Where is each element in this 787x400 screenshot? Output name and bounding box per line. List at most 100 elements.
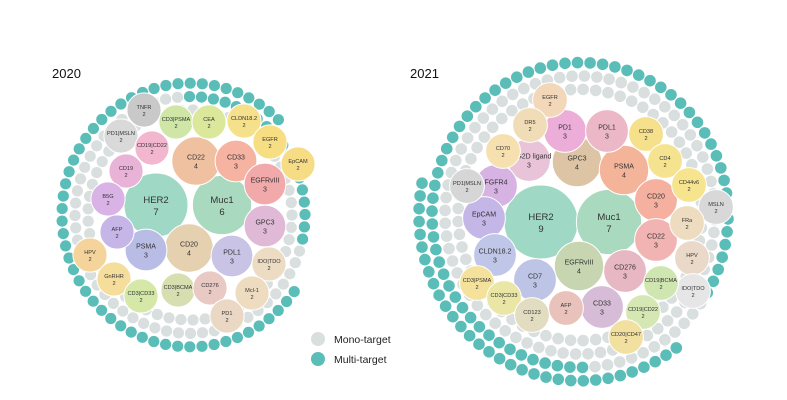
mono-target-dot: [96, 156, 108, 168]
multi-target-dot: [632, 69, 645, 81]
bubble-count: 4: [194, 163, 198, 170]
multi-target-dot: [56, 203, 68, 215]
bubble-circle: [123, 278, 159, 314]
bubble-label: EGFR: [262, 137, 278, 143]
mono-target-dot: [450, 154, 462, 167]
multi-target-dot: [437, 268, 450, 281]
bubble-label: PSMA: [614, 164, 634, 171]
bubble-label: EpCAM: [472, 212, 496, 219]
multi-target-dot: [433, 256, 446, 268]
mono-target-dot: [668, 109, 680, 122]
mono-target-dot: [79, 161, 91, 173]
multi-target-dot: [413, 202, 425, 215]
multi-target-dot: [196, 340, 208, 352]
multi-target-dot: [644, 74, 656, 87]
multi-target-dot: [504, 358, 517, 371]
bubble-circle: [126, 92, 162, 128]
multi-target-dot: [57, 228, 69, 240]
multi-target-dot: [456, 301, 469, 314]
bubble-circle: [628, 116, 664, 152]
bubble-count: 7: [606, 224, 611, 235]
mono-target-dot: [117, 305, 129, 317]
mono-target-dot: [545, 345, 557, 357]
bubble-circle: [512, 107, 548, 143]
panel-title-2020: 2020: [52, 66, 81, 81]
multi-target-dot: [483, 346, 495, 358]
multi-target-dot: [195, 91, 208, 103]
multi-target-dot: [493, 336, 506, 349]
panel-2021: HER29Muc17GPC34EGFRvIII4PSMA4PD13PDL13NK…: [410, 56, 734, 387]
mono-target-dot: [451, 267, 464, 279]
mono-target-dot: [71, 185, 83, 197]
mono-target-dot: [676, 118, 689, 131]
bubble-count: 3: [234, 163, 238, 170]
bubble-count: 3: [563, 133, 567, 140]
bubble-count: 2: [88, 257, 91, 263]
bubble-label: PSMA: [136, 244, 156, 251]
bubble-count: 6: [219, 207, 224, 218]
multi-target-dot: [463, 329, 476, 342]
bubble-label: FGFR4: [485, 180, 508, 187]
mono-target-dot: [486, 121, 499, 134]
multi-target-dot: [68, 154, 80, 166]
bubble-count: 3: [482, 220, 486, 227]
bubble-count: 2: [139, 298, 142, 304]
bubble-circle: [548, 290, 584, 326]
mono-target-dot: [456, 241, 468, 253]
mono-target-dot: [149, 322, 161, 334]
mono-target-dot: [289, 257, 301, 269]
multi-target-dot: [148, 335, 160, 348]
bubble-circle: [134, 130, 170, 166]
multi-target-dot: [80, 132, 92, 144]
multi-target-dot: [565, 374, 577, 387]
mono-target-dot: [510, 331, 522, 344]
multi-target-dot: [160, 338, 172, 350]
multi-target-dot: [243, 92, 255, 104]
bubble-count: 2: [644, 136, 647, 142]
mono-target-dot: [446, 255, 459, 267]
bubble-label: IDO|TDO: [681, 286, 705, 292]
multi-target-dot: [196, 78, 208, 90]
multi-target-dot: [263, 105, 275, 118]
bubble-label: DR5: [524, 120, 535, 126]
multi-target-dot: [413, 215, 425, 228]
multi-target-dot: [253, 98, 265, 110]
bubble-count: 2: [659, 285, 662, 291]
multi-target-dot: [207, 93, 219, 105]
mono-target-dot: [151, 308, 163, 321]
bubble-label: CD7: [528, 274, 542, 281]
multi-target-dot: [564, 361, 576, 373]
mono-target-dot: [659, 334, 671, 346]
bubble-circle: [486, 280, 522, 316]
multi-target-dot: [638, 361, 650, 374]
bubble-count: 2: [267, 266, 270, 272]
bubble-label: CD38: [639, 129, 653, 135]
bubble-count: 2: [150, 150, 153, 156]
bubble-label: GPC3: [255, 220, 274, 227]
multi-target-dot: [576, 361, 589, 374]
bubble-label: IDO|TDO: [257, 259, 281, 265]
bubble-circle: [108, 153, 144, 189]
multi-target-dot: [429, 179, 441, 192]
mono-target-dot: [160, 93, 172, 105]
bubble-circle: [647, 143, 683, 179]
multi-target-dot: [427, 231, 440, 243]
bubble-label: B5G: [102, 194, 113, 200]
multi-target-dot: [416, 241, 428, 253]
bubble-count: 2: [528, 127, 531, 133]
bubble-count: 3: [263, 228, 267, 235]
